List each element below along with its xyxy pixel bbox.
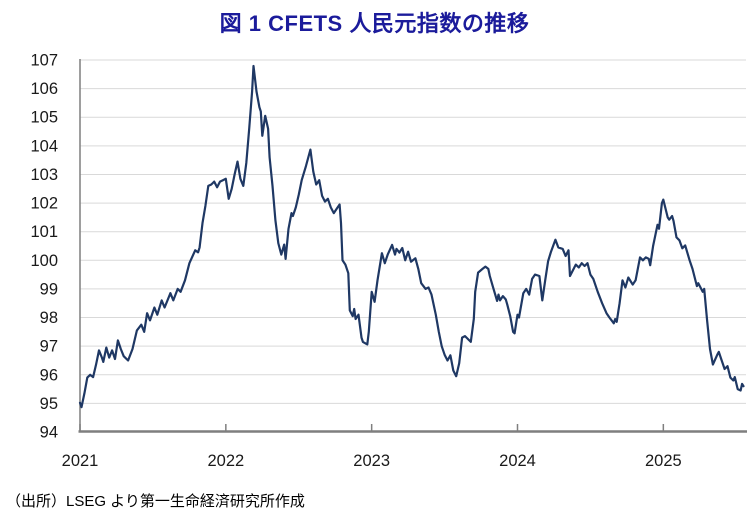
svg-text:96: 96 [40, 366, 58, 384]
series-line-CFETS人民元指数 [78, 64, 745, 409]
svg-text:2021: 2021 [62, 452, 99, 470]
svg-text:100: 100 [30, 252, 58, 270]
svg-text:103: 103 [30, 166, 58, 184]
svg-text:2025: 2025 [645, 452, 682, 470]
svg-text:95: 95 [40, 395, 58, 413]
svg-text:99: 99 [40, 280, 58, 298]
x-axis-labels: 2021 2022 2023 2024 2025 [62, 452, 682, 470]
svg-text:94: 94 [40, 424, 58, 442]
svg-text:104: 104 [30, 137, 58, 155]
svg-text:2023: 2023 [353, 452, 390, 470]
y-axis-labels: 94 95 96 97 98 99 100 101 102 103 104 105 106 107 [30, 52, 58, 442]
y-gridlines [80, 59, 746, 433]
x-tick-marks [79, 424, 665, 431]
svg-text:102: 102 [30, 195, 58, 213]
svg-text:98: 98 [40, 309, 58, 327]
axes [78, 59, 747, 433]
chart-title: 図 1 CFETS 人民元指数の推移 [219, 11, 530, 36]
svg-text:107: 107 [30, 52, 58, 70]
svg-text:2024: 2024 [499, 452, 536, 470]
svg-text:101: 101 [30, 223, 58, 241]
svg-text:97: 97 [40, 338, 58, 356]
svg-text:105: 105 [30, 109, 58, 127]
svg-text:106: 106 [30, 80, 58, 98]
source-note: （出所）LSEG より第一生命経済研究所作成 [6, 493, 305, 510]
svg-text:2022: 2022 [207, 452, 244, 470]
